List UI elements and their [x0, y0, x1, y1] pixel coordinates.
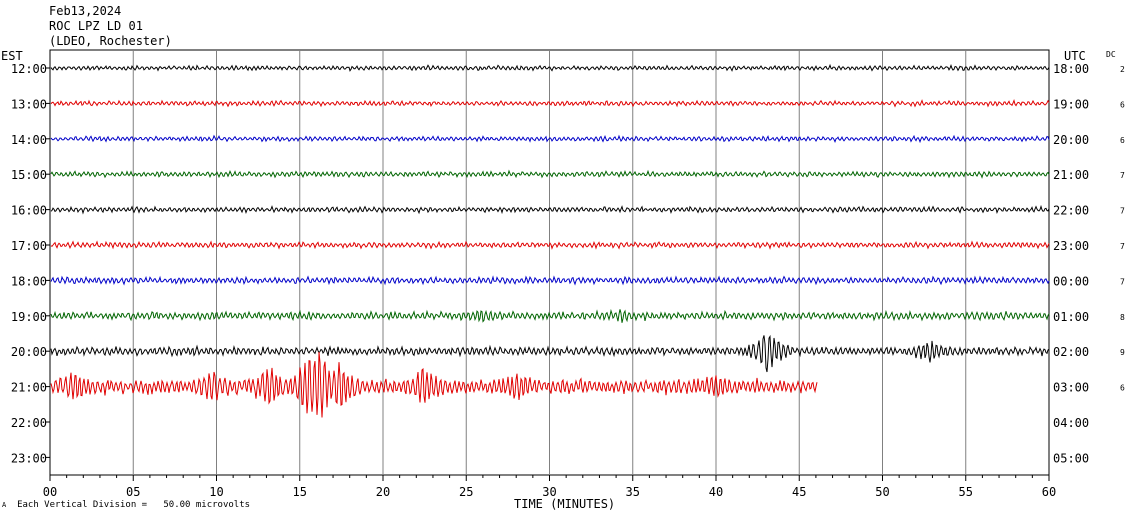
utc-hour-label: 02:00: [1053, 345, 1089, 359]
plot-date: Feb13,2024: [49, 4, 122, 18]
dc-offset-value: 7: [1120, 171, 1125, 180]
utc-hour-label: 01:00: [1053, 310, 1089, 324]
x-tick-label-60: 60: [1042, 485, 1056, 499]
dc-offset-value: 7: [1120, 277, 1125, 286]
x-tick-label-55: 55: [959, 485, 973, 499]
trace-1800: [50, 275, 1050, 286]
dc-header-label: DC: [1106, 50, 1116, 59]
est-hour-label: 20:00: [11, 345, 47, 359]
dc-offset-value: 6: [1120, 100, 1125, 109]
footer-mark: A: [2, 501, 7, 509]
dc-offset-value: 7: [1120, 242, 1125, 251]
utc-hour-label: 05:00: [1053, 451, 1089, 465]
est-hour-label: 17:00: [11, 239, 47, 253]
est-hour-label: 18:00: [11, 274, 47, 288]
est-hour-label: 14:00: [11, 133, 47, 147]
network-name: (LDEO, Rochester): [49, 34, 172, 48]
utc-hour-label: 23:00: [1053, 239, 1089, 253]
utc-hour-label: 19:00: [1053, 97, 1089, 111]
trace-1400: [50, 134, 1050, 144]
trace-1200: [50, 63, 1050, 72]
est-hour-label: 13:00: [11, 97, 47, 111]
x-axis-title: TIME (MINUTES): [514, 497, 616, 511]
dc-offset-value: 7: [1120, 207, 1125, 216]
dc-offset-value: 2: [1120, 65, 1125, 74]
trace-1600: [50, 204, 1050, 215]
trace-2100: [50, 351, 818, 418]
est-hour-label: 16:00: [11, 204, 47, 218]
est-hour-label: 23:00: [11, 451, 47, 465]
minute-grid: [46, 49, 1050, 481]
dc-offset-value: 9: [1120, 348, 1125, 357]
scale-note-text: Each Vertical Division = 50.00 microvolt…: [17, 500, 251, 510]
x-tick-label-05: 05: [126, 485, 140, 499]
utc-hour-label: 21:00: [1053, 168, 1089, 182]
trace-2000: [50, 334, 1050, 373]
est-hour-label: 21:00: [11, 381, 47, 395]
trace-1700: [50, 240, 1050, 250]
utc-hour-label: 00:00: [1053, 274, 1089, 288]
axis-labels: 00 05 10 15 20 25 30 35 40 45 50 55 60 12:00 18:00 2 13:…: [11, 62, 1125, 499]
x-tick-label-50: 50: [875, 485, 889, 499]
x-tick-label-25: 25: [459, 485, 473, 499]
est-hour-label: 12:00: [11, 62, 47, 76]
x-tick-label-30: 30: [542, 485, 556, 499]
x-tick-label-15: 15: [293, 485, 307, 499]
trace-1300: [50, 99, 1050, 108]
trace-1500: [50, 169, 1050, 179]
utc-hour-label: 20:00: [1053, 133, 1089, 147]
utc-hour-label: 03:00: [1053, 381, 1089, 395]
x-tick-label-40: 40: [709, 485, 723, 499]
est-hour-label: 22:00: [11, 416, 47, 430]
utc-hour-label: 22:00: [1053, 204, 1089, 218]
est-hour-label: 15:00: [11, 168, 47, 182]
x-tick-label-35: 35: [626, 485, 640, 499]
scale-note: A Each Vertical Division = 50.00 microvo…: [2, 500, 250, 510]
x-tick-label-45: 45: [792, 485, 806, 499]
x-tick-label-10: 10: [209, 485, 223, 499]
dc-offset-value: 8: [1120, 313, 1125, 322]
x-tick-label-00: 00: [43, 485, 57, 499]
seismic-traces: [50, 63, 1050, 418]
utc-hour-label: 18:00: [1053, 62, 1089, 76]
est-hour-label: 19:00: [11, 310, 47, 324]
left-timezone-label: EST: [1, 49, 23, 63]
x-tick-label-20: 20: [376, 485, 390, 499]
trace-1900: [50, 308, 1050, 323]
dc-offset-value: 6: [1120, 384, 1125, 393]
utc-hour-label: 04:00: [1053, 416, 1089, 430]
station-name: ROC LPZ LD 01: [49, 19, 143, 33]
dc-offset-value: 6: [1120, 136, 1125, 145]
right-timezone-label: UTC: [1064, 49, 1086, 63]
